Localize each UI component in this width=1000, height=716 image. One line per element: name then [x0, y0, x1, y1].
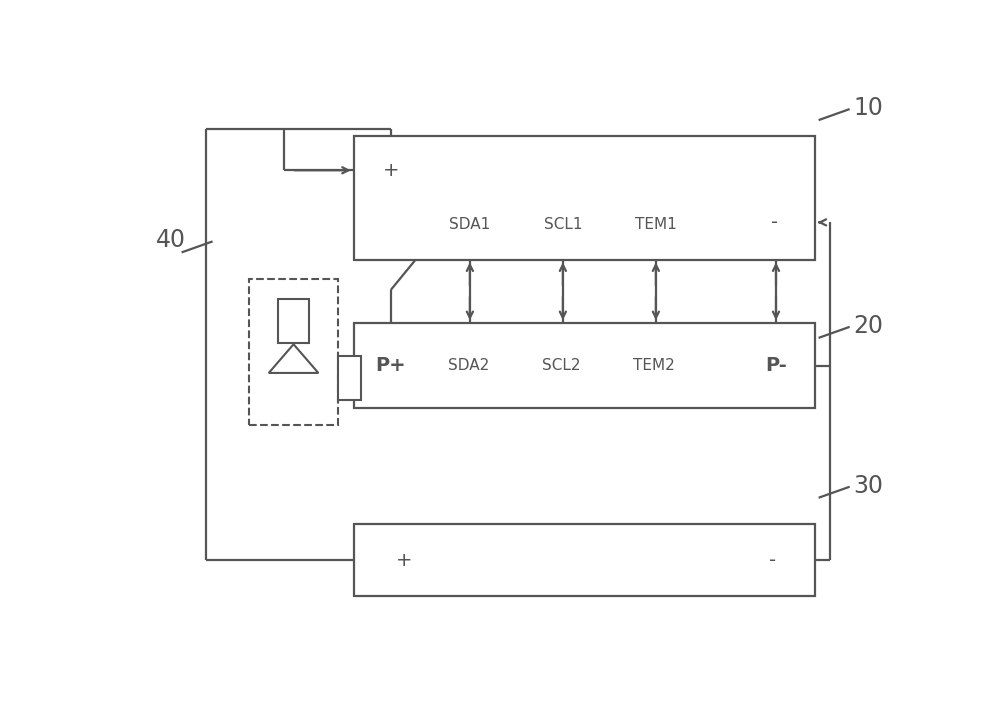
Text: P-: P- — [765, 357, 787, 375]
Text: 20: 20 — [854, 314, 884, 338]
Text: SCL2: SCL2 — [542, 358, 581, 373]
Bar — [354, 135, 815, 260]
Bar — [354, 323, 815, 408]
Text: +: + — [383, 161, 399, 180]
Text: TEM2: TEM2 — [633, 358, 675, 373]
Text: SDA1: SDA1 — [449, 218, 490, 233]
Text: P+: P+ — [376, 357, 406, 375]
Bar — [338, 356, 361, 400]
Text: 30: 30 — [854, 473, 884, 498]
Text: SCL1: SCL1 — [544, 218, 582, 233]
Text: -: - — [771, 213, 778, 232]
Text: +: + — [396, 551, 412, 569]
Text: TEM1: TEM1 — [635, 218, 677, 233]
Text: 10: 10 — [854, 96, 883, 120]
Bar — [249, 279, 338, 425]
Text: SDA2: SDA2 — [448, 358, 489, 373]
Text: -: - — [769, 551, 776, 569]
Bar — [354, 524, 815, 596]
Text: 40: 40 — [156, 228, 186, 252]
Bar — [278, 299, 309, 343]
